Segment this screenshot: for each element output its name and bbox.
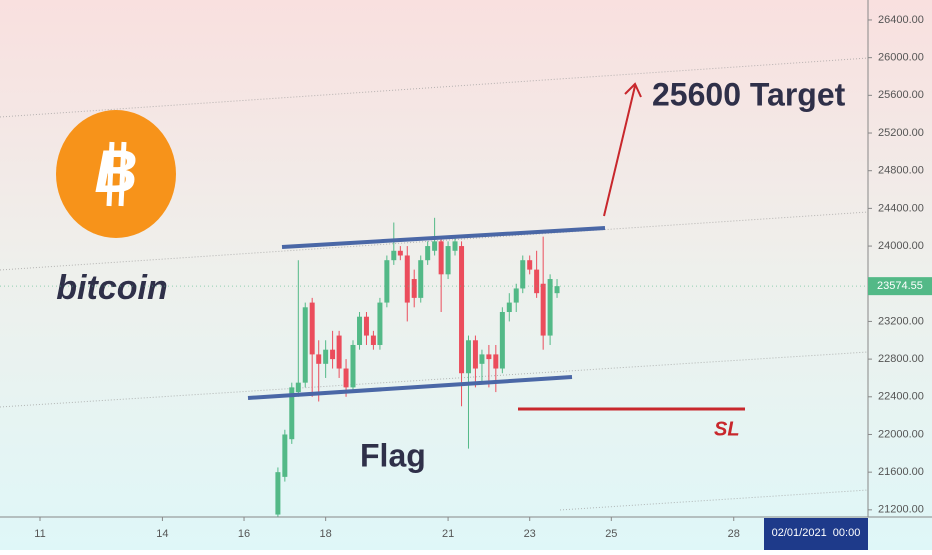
candle-body — [316, 354, 322, 364]
flag-lower-line — [247, 375, 573, 400]
candle-body — [520, 260, 526, 289]
y-tick-label: 25600.00 — [878, 89, 924, 101]
brand-label: bitcoin — [56, 269, 167, 307]
target-label: 25600 Target — [652, 76, 846, 112]
y-tick-label: 24400.00 — [878, 202, 924, 214]
candle-body — [377, 302, 383, 345]
flag-label: Flag — [360, 437, 426, 473]
candle-body — [513, 288, 519, 303]
candle-body — [391, 250, 397, 261]
candle-body — [323, 349, 329, 364]
candle-body — [330, 349, 336, 360]
candle-body — [350, 344, 356, 388]
candle-body — [438, 241, 444, 275]
candle-body — [336, 335, 342, 369]
x-tick-label: 25 — [605, 528, 617, 540]
logo-symbol: B — [94, 138, 137, 205]
target-arrow — [603, 82, 642, 217]
x-tick-label: 21 — [442, 528, 454, 540]
stop-loss-label: SL — [714, 418, 740, 440]
bitcoin-logo: B — [56, 110, 176, 238]
candle-body — [534, 269, 540, 294]
candle-body — [472, 340, 478, 369]
candle-body — [547, 279, 553, 336]
y-tick-label: 21200.00 — [878, 504, 924, 516]
date-label: 02/01/2021 00:00 — [772, 527, 861, 539]
candle-body — [499, 312, 505, 369]
candle-body — [486, 354, 492, 360]
plot-area — [275, 217, 560, 517]
candle-body — [289, 387, 295, 440]
candle-body — [404, 255, 410, 303]
candle-body — [363, 316, 369, 336]
y-tick-label: 25200.00 — [878, 127, 924, 139]
y-tick-label: 24000.00 — [878, 240, 924, 252]
y-tick-label: 22800.00 — [878, 353, 924, 365]
candle-body — [527, 260, 533, 270]
candle-body — [384, 260, 390, 303]
candle-body — [432, 241, 438, 251]
x-tick-label: 16 — [238, 528, 250, 540]
x-tick-label: 28 — [728, 528, 740, 540]
candle-body — [397, 250, 403, 256]
candle-body — [425, 246, 431, 261]
candle-body — [459, 246, 465, 374]
y-tick-label: 22000.00 — [878, 428, 924, 440]
channel-lines — [0, 57, 869, 511]
y-tick-label: 21600.00 — [878, 466, 924, 478]
candle-body — [418, 260, 424, 298]
candle-body — [275, 472, 281, 515]
candle-body — [452, 241, 458, 251]
x-tick-label: 11 — [34, 528, 45, 540]
candle-body — [343, 368, 349, 388]
x-tick-label: 14 — [156, 528, 168, 540]
candle-body — [309, 302, 315, 355]
candle-body — [506, 302, 512, 313]
flag-upper-line — [281, 226, 606, 249]
candle-body — [282, 434, 288, 477]
candle-body — [411, 279, 417, 298]
last-price-label: 23574.55 — [877, 280, 923, 292]
candle-body — [465, 340, 471, 374]
x-tick-label: 18 — [320, 528, 332, 540]
candle-body — [302, 307, 308, 383]
y-tick-label: 26400.00 — [878, 14, 924, 26]
y-tick-label: 24800.00 — [878, 165, 924, 177]
candle-body — [445, 246, 451, 275]
y-tick-label: 22400.00 — [878, 391, 924, 403]
x-tick-label: 23 — [524, 528, 536, 540]
candle-body — [540, 283, 546, 336]
candle-body — [357, 316, 363, 345]
y-tick-label: 26000.00 — [878, 52, 924, 64]
candle-body — [493, 354, 499, 369]
candle-body — [479, 354, 485, 364]
candle-body — [554, 286, 560, 294]
candle-body — [295, 382, 301, 393]
candle-body — [370, 335, 376, 345]
last-price-tag — [868, 277, 932, 296]
date-box — [764, 518, 868, 550]
y-tick-label: 23200.00 — [878, 315, 924, 327]
